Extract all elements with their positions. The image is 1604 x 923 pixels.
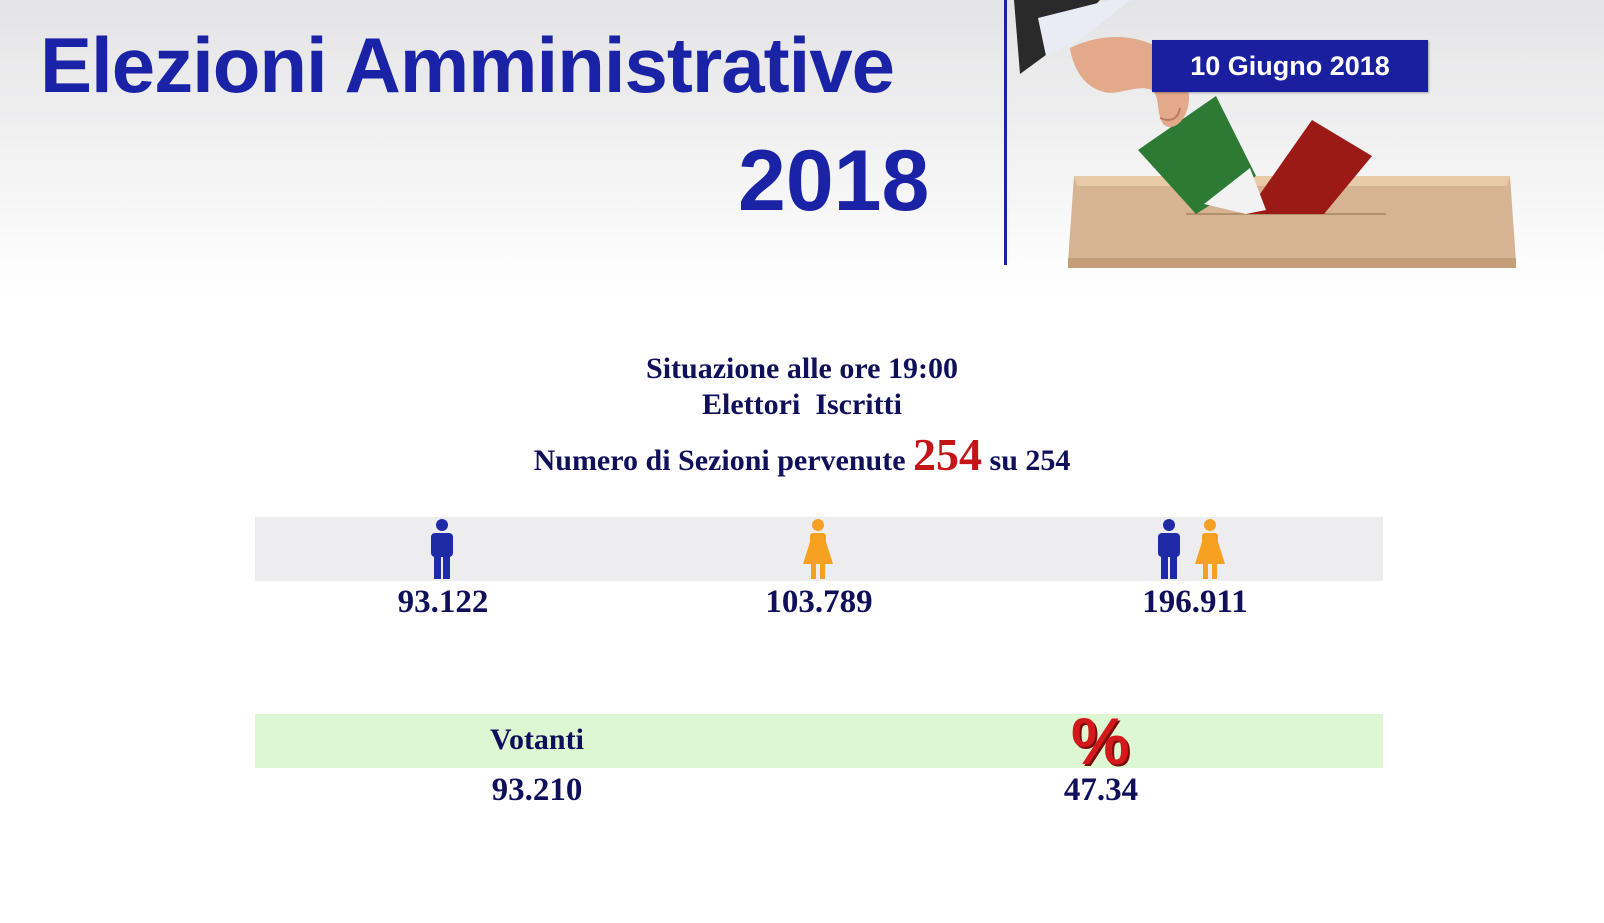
female-electors-value: 103.789 [765,584,873,620]
section-subtitle: Elettori Iscritti [702,388,902,421]
header-banner: Elezioni Amministrative 2018 10 Giugno 2… [0,0,1604,300]
male-female-persons-icon [1158,519,1225,579]
page-year: 2018 [738,133,930,229]
female-person-icon [803,519,833,579]
male-person-icon [431,519,453,579]
sections-suffix: su 254 [989,444,1071,477]
sections-count: Numero di Sezioni pervenute 254 su 254 [0,428,1604,481]
voters-value: 93.210 [491,772,583,808]
time-status: Situazione alle ore 19:00 [646,352,958,385]
male-electors-value: 93.122 [397,584,489,620]
total-electors-value: 196.911 [1142,584,1248,620]
page-title: Elezioni Amministrative [40,21,895,109]
ballot-box-illustration [1014,0,1516,268]
percent-icon: % [1071,704,1130,778]
voters-label: Votanti [490,723,584,756]
sections-received: 254 [913,429,983,480]
sections-prefix: Numero di Sezioni pervenute [533,444,906,477]
election-date-badge: 10 Giugno 2018 [1152,40,1428,92]
turnout-percent-value: 47.34 [1063,772,1139,808]
turnout-header-band [255,714,1383,768]
header-divider [1004,0,1007,265]
